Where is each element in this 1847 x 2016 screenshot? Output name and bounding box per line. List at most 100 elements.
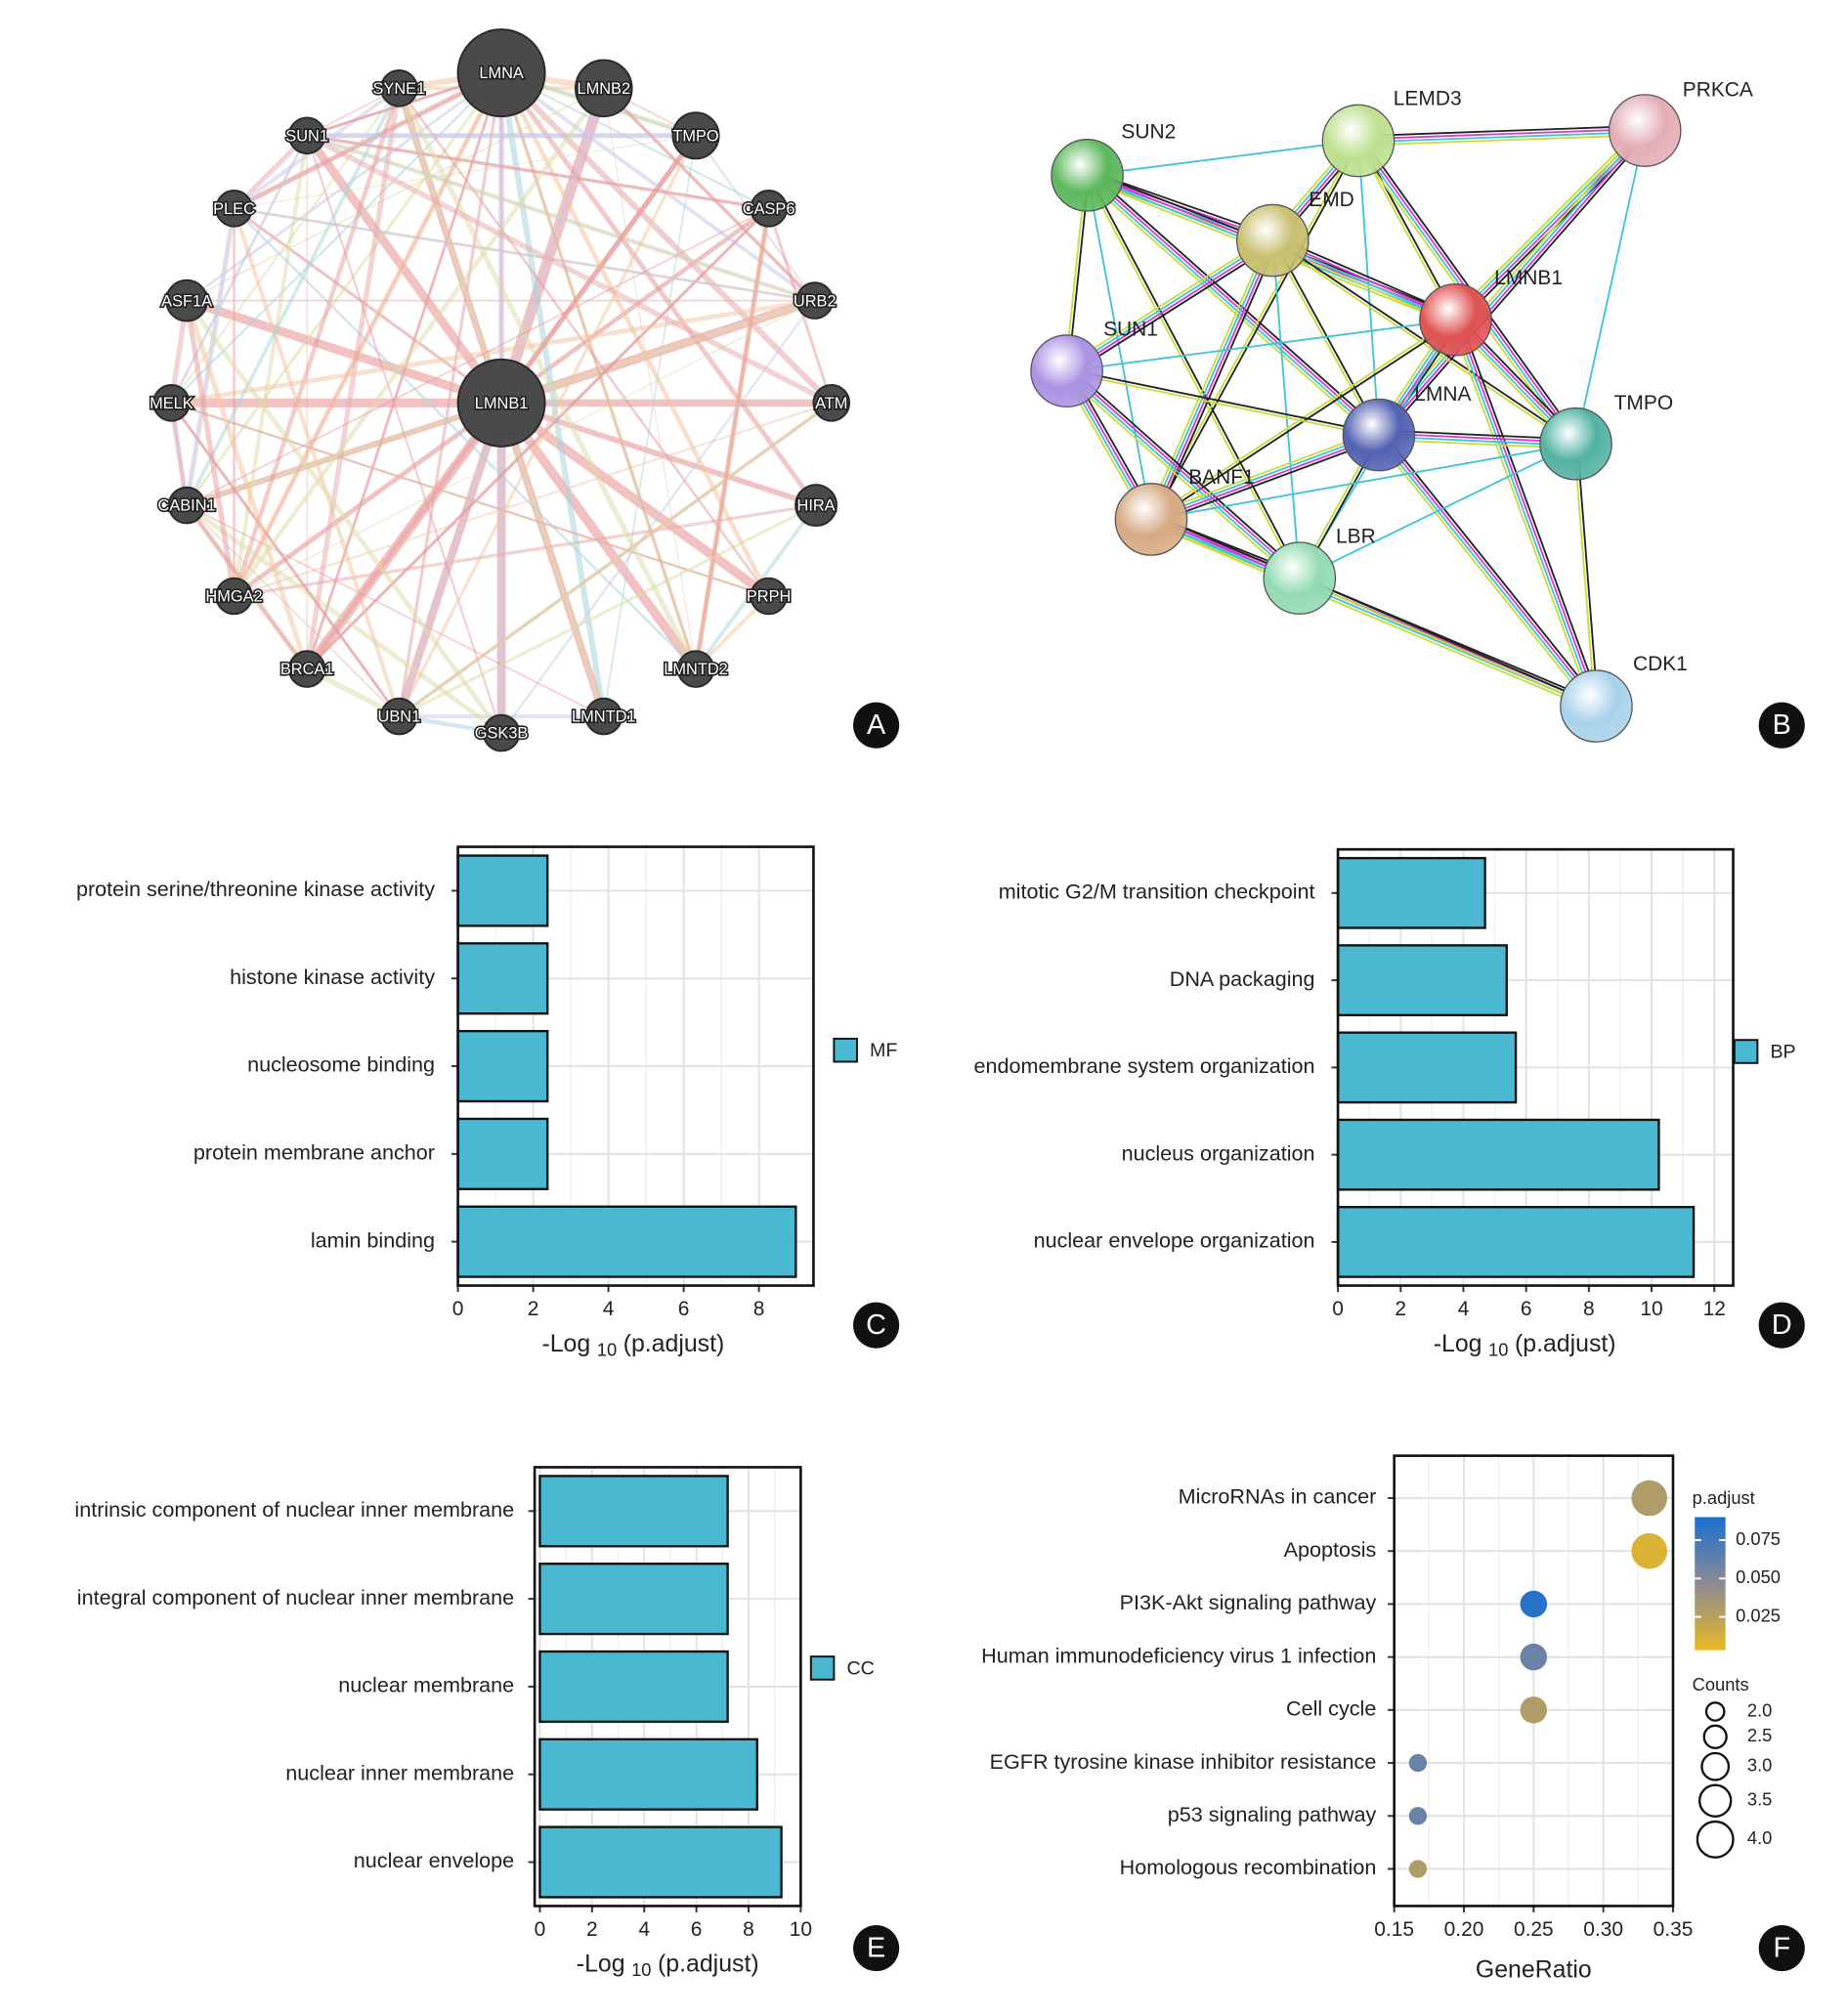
edge [171, 298, 816, 406]
x-axis-label-sub: 10 [1488, 1339, 1508, 1359]
edge [499, 71, 819, 507]
legend-swatch [833, 1037, 858, 1063]
y-tick-label: nucleosome binding [247, 1052, 435, 1077]
size-legend-label: 2.0 [1747, 1699, 1772, 1720]
node [380, 697, 418, 736]
edge [1087, 140, 1359, 177]
x-tick-label: 6 [691, 1918, 703, 1941]
x-tick-label: 2 [1395, 1298, 1406, 1320]
size-legend-circle [1702, 1724, 1728, 1749]
size-legend-label: 3.0 [1747, 1755, 1772, 1776]
panel-badge [1758, 1925, 1805, 1972]
edge [1069, 366, 1304, 576]
edge [1083, 178, 1377, 440]
edge [1067, 368, 1302, 579]
edge [1068, 243, 1276, 376]
size-legend-label: 4.0 [1747, 1827, 1772, 1848]
legend-swatch [809, 1655, 836, 1681]
node-label: LMNB1 [475, 395, 529, 412]
edge [398, 503, 817, 718]
edge [1151, 435, 1380, 522]
node [1539, 407, 1612, 481]
node-label: BANF1 [1188, 466, 1254, 489]
edge [1456, 319, 1599, 707]
size-legend-circle [1697, 1783, 1733, 1818]
edge [170, 71, 502, 405]
node [812, 384, 851, 422]
node-label: LBR [1336, 525, 1376, 547]
edge [1377, 128, 1645, 435]
edge [398, 87, 770, 597]
node [287, 116, 326, 155]
edge [184, 299, 310, 670]
legend-label: CC [846, 1657, 874, 1679]
node [1114, 483, 1188, 556]
y-tick-label: protein membrane anchor [193, 1140, 435, 1165]
x-tick-label: 8 [753, 1298, 765, 1320]
edge [397, 135, 698, 717]
edge [1063, 236, 1271, 368]
node [1419, 282, 1492, 357]
edge [1576, 444, 1599, 707]
x-axis-label-tail: (p.adjust) [623, 1329, 725, 1356]
edge [184, 207, 237, 506]
node [584, 697, 623, 736]
edge [1357, 128, 1646, 141]
edge [1374, 437, 1594, 710]
node-label: LMNTD2 [664, 661, 727, 678]
y-tick-label: mitotic G2/M transition checkpoint [999, 879, 1315, 904]
y-tick-label: MicroRNAs in cancer [1179, 1484, 1377, 1509]
edge [1459, 318, 1602, 706]
x-tick-label: 10 [1640, 1298, 1662, 1320]
edge [305, 133, 833, 406]
node-label: LMNB2 [578, 80, 631, 98]
y-tick-label: Apoptosis [1284, 1537, 1377, 1562]
node-label: PRPH [747, 588, 791, 606]
x-tick-label: 0 [1332, 1298, 1344, 1320]
edge [185, 87, 402, 506]
bar [538, 1475, 729, 1548]
edge [1066, 368, 1380, 435]
edge [1151, 141, 1361, 521]
point [1631, 1532, 1668, 1569]
bar [538, 1825, 783, 1899]
node-label: URB2 [794, 292, 837, 310]
size-legend-circle [1700, 1751, 1731, 1781]
edge [498, 71, 771, 598]
edge [1087, 173, 1381, 435]
node [456, 358, 546, 448]
edge [1066, 240, 1274, 373]
node-label: SUN1 [1103, 318, 1158, 340]
edge [233, 70, 503, 211]
node [671, 111, 720, 160]
panel-badge [1758, 702, 1805, 749]
edge [1453, 320, 1596, 708]
y-tick-label: nuclear envelope [354, 1848, 514, 1872]
edge [1150, 443, 1576, 521]
edge [232, 87, 402, 597]
bar [1336, 1206, 1696, 1278]
point [1408, 1860, 1428, 1878]
size-legend-circle [1704, 1701, 1726, 1722]
node-label: UBN1 [378, 708, 421, 726]
network-a: LMNA LMNB2 TMPO CASP6 URB2 ATM HIRA PRPH LMNTD2 L… [148, 28, 851, 752]
node-label: ATM [815, 395, 847, 412]
node-label: EMD [1309, 189, 1354, 211]
edge [1573, 444, 1596, 707]
bar [538, 1563, 729, 1636]
node [1608, 94, 1682, 167]
x-tick-label: 8 [1583, 1298, 1595, 1320]
node-label: ASF1A [161, 292, 212, 310]
size-legend-circle [1696, 1820, 1735, 1859]
edge [1088, 174, 1303, 579]
node [215, 190, 253, 228]
bar [1336, 1118, 1660, 1191]
x-tick-label: 4 [638, 1918, 650, 1941]
x-axis-label-tail: (p.adjust) [1515, 1329, 1616, 1356]
bar [456, 1205, 797, 1278]
edge [1299, 443, 1576, 579]
edge [1381, 431, 1601, 705]
point [1520, 1696, 1548, 1724]
edge [1085, 175, 1379, 437]
edge [1381, 133, 1650, 439]
